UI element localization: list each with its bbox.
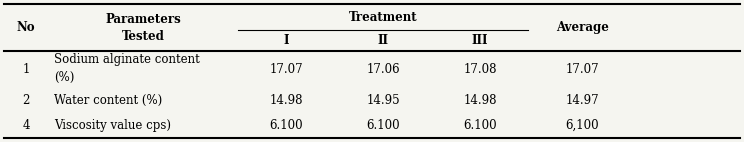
Text: III: III (472, 34, 488, 47)
Text: Parameters
Tested: Parameters Tested (106, 13, 181, 43)
Text: 14.95: 14.95 (366, 94, 400, 107)
Text: 17.07: 17.07 (565, 63, 599, 76)
Text: Average: Average (556, 21, 609, 34)
Text: 6.100: 6.100 (366, 119, 400, 132)
Text: Viscosity value cps): Viscosity value cps) (54, 119, 171, 132)
Text: Treatment: Treatment (349, 11, 417, 24)
Text: I: I (283, 34, 289, 47)
Text: 1: 1 (22, 63, 30, 76)
Text: Sodium alginate content: Sodium alginate content (54, 53, 200, 66)
Text: II: II (378, 34, 388, 47)
Text: 14.98: 14.98 (269, 94, 304, 107)
Text: 6.100: 6.100 (269, 119, 304, 132)
Text: 17.07: 17.07 (269, 63, 304, 76)
Text: 6,100: 6,100 (565, 119, 599, 132)
Text: 17.08: 17.08 (463, 63, 497, 76)
Text: 14.97: 14.97 (565, 94, 599, 107)
Text: 17.06: 17.06 (366, 63, 400, 76)
Text: No: No (16, 21, 36, 34)
Text: Water content (%): Water content (%) (54, 94, 162, 107)
Text: 14.98: 14.98 (463, 94, 497, 107)
Text: (%): (%) (54, 71, 74, 84)
Text: 4: 4 (22, 119, 30, 132)
Text: 6.100: 6.100 (463, 119, 497, 132)
Text: 2: 2 (22, 94, 30, 107)
